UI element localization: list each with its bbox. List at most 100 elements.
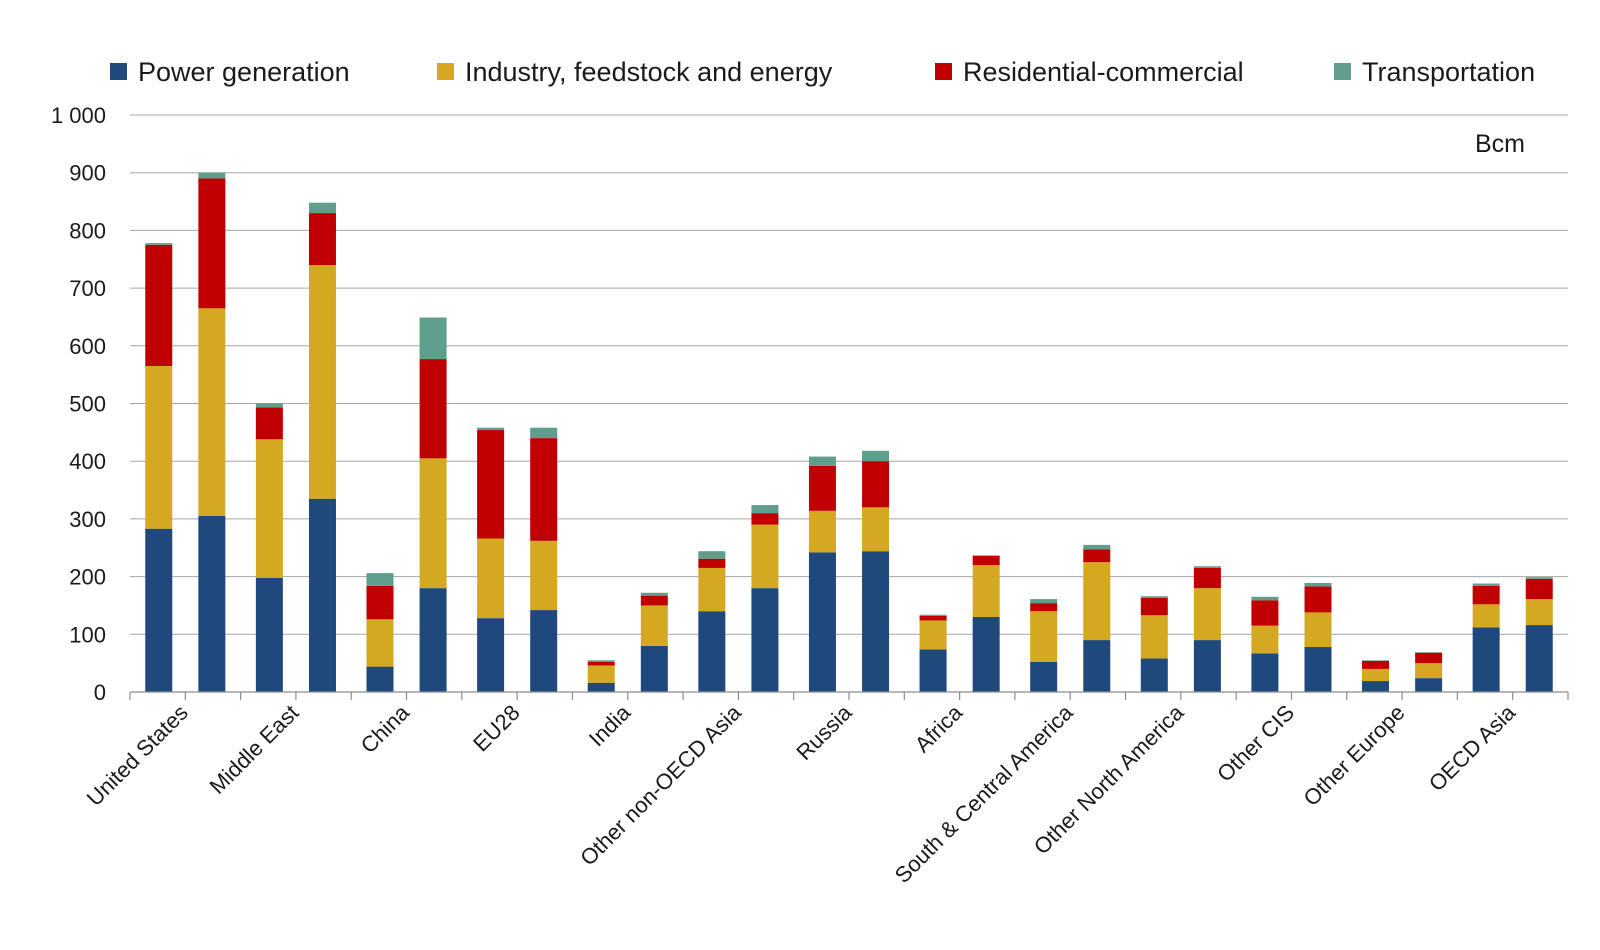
y-tick-label: 400 xyxy=(69,449,106,474)
legend-swatch-transport xyxy=(1334,63,1351,80)
bar-segment-industry xyxy=(919,620,947,650)
bar-segment-residential xyxy=(366,585,394,620)
bar-segment-residential xyxy=(640,595,668,606)
bar-segment-transport xyxy=(1030,599,1058,604)
bar-segment-industry xyxy=(308,265,336,499)
bar-segment-transport xyxy=(1193,566,1221,568)
bar-segment-transport xyxy=(145,243,173,245)
bar-segment-industry xyxy=(477,538,505,619)
bar-segment-residential xyxy=(1083,549,1111,563)
bar-segment-transport xyxy=(255,403,283,408)
bar-segment-transport xyxy=(1083,544,1111,550)
bar-segment-transport xyxy=(198,172,226,179)
bar-segment-transport xyxy=(419,317,447,360)
category-label: China xyxy=(356,699,415,758)
category-label: India xyxy=(584,699,636,751)
bar-segment-industry xyxy=(1140,615,1168,659)
bar-segment-industry xyxy=(698,567,726,612)
bar-segment-power xyxy=(1083,640,1111,692)
y-tick-label: 300 xyxy=(69,507,106,532)
bar-segment-transport xyxy=(862,450,890,462)
category-label: South & Central America xyxy=(890,699,1079,888)
gridlines xyxy=(130,114,1568,635)
bar-segment-power xyxy=(1415,678,1443,692)
y-tick-label: 100 xyxy=(69,622,106,647)
y-axis: 0 100 200 300 400 500 600 700 800 900 1 000 xyxy=(51,103,106,705)
bar-segment-transport xyxy=(919,614,947,616)
bar-segment-power xyxy=(145,528,173,692)
category-label: Africa xyxy=(910,699,968,757)
y-tick-label: 200 xyxy=(69,565,106,590)
bar-segment-power xyxy=(1472,627,1500,692)
y-tick-label: 600 xyxy=(69,334,106,359)
category-label: EU28 xyxy=(468,700,525,757)
bar-segment-residential xyxy=(1140,597,1168,616)
bar-segment-power xyxy=(1140,658,1168,692)
bar-segment-power xyxy=(587,682,615,692)
bar-segment-transport xyxy=(1140,596,1168,598)
bar-segment-transport xyxy=(587,660,615,662)
bar-segment-transport xyxy=(366,573,394,586)
bar-segment-power xyxy=(366,666,394,692)
y-tick-label: 800 xyxy=(69,218,106,243)
bar-segment-power xyxy=(255,577,283,692)
bar-segment-power xyxy=(477,618,505,692)
bar-segment-power xyxy=(419,588,447,692)
legend-label-transport: Transportation xyxy=(1362,57,1535,87)
bar-segment-industry xyxy=(1083,562,1111,641)
bar-segment-residential xyxy=(1472,585,1500,605)
bar-segment-transport xyxy=(477,427,505,431)
bar-segment-industry xyxy=(1415,663,1443,679)
bar-segment-industry xyxy=(198,308,226,517)
bar-segment-power xyxy=(1193,640,1221,692)
bar-segment-power xyxy=(919,649,947,692)
category-label: United States xyxy=(82,700,193,811)
bar-segment-power xyxy=(530,610,558,692)
bar-segment-power xyxy=(198,516,226,692)
bar-segment-residential xyxy=(530,438,558,541)
category-label: Other CIS xyxy=(1212,700,1299,787)
bar-segment-industry xyxy=(1525,599,1553,626)
bar-segment-transport xyxy=(698,551,726,559)
y-tick-label: 0 xyxy=(94,680,106,705)
bar-segment-residential xyxy=(1193,567,1221,589)
bar-segment-power xyxy=(1304,646,1332,692)
bar-segment-residential xyxy=(1525,578,1553,600)
bar-segment-industry xyxy=(1304,612,1332,647)
unit-label: Bcm xyxy=(1475,130,1525,158)
legend-label-industry: Industry, feedstock and energy xyxy=(465,57,833,87)
bar-segment-transport xyxy=(1415,652,1443,653)
legend-swatch-power xyxy=(110,63,127,80)
bar-segment-power xyxy=(1030,661,1058,692)
bar-segment-industry xyxy=(587,665,615,683)
bar-segment-residential xyxy=(751,513,779,525)
x-axis: United States Middle East China EU28 India Ot… xyxy=(82,691,1569,888)
bar-segment-residential xyxy=(698,558,726,568)
bar-segment-transport xyxy=(1304,582,1332,587)
bar-segment-industry xyxy=(419,458,447,589)
y-tick-label: 500 xyxy=(69,392,106,417)
bar-segment-transport xyxy=(1472,583,1500,586)
bar-segment-industry xyxy=(640,605,668,646)
bar-segment-power xyxy=(862,551,890,692)
bar-segment-industry xyxy=(1472,604,1500,628)
bar-segment-power xyxy=(1362,681,1390,692)
bar-segment-industry xyxy=(972,565,1000,617)
bar-segment-residential xyxy=(1415,652,1443,664)
bar-segment-industry xyxy=(862,507,890,552)
bar-segment-residential xyxy=(587,661,615,666)
bar-segment-industry xyxy=(751,524,779,589)
bar-segment-residential xyxy=(1304,586,1332,613)
bar-segment-transport xyxy=(751,505,779,514)
legend: Power generation Industry, feedstock and … xyxy=(110,57,1535,87)
bar-segment-residential xyxy=(477,430,505,539)
bar-segment-industry xyxy=(366,619,394,667)
y-tick-label: 900 xyxy=(69,161,106,186)
legend-swatch-industry xyxy=(437,63,454,80)
bar-segment-industry xyxy=(255,439,283,578)
bar-segment-residential xyxy=(1251,600,1279,626)
category-label: OECD Asia xyxy=(1424,699,1521,796)
bar-segment-transport xyxy=(808,456,836,466)
